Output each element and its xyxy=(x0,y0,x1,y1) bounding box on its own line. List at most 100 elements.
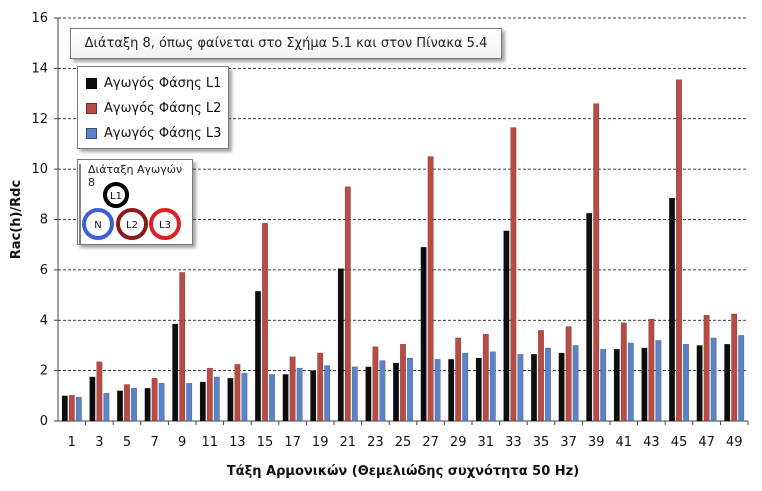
y-tick-label: 16 xyxy=(31,11,48,26)
legend-item-l2: Αγωγός Φάσης L2 xyxy=(78,96,228,121)
chart-annotation-text: Διάταξη 8, όπως φαίνεται στο Σχήμα 5.1 κ… xyxy=(84,36,488,51)
x-tick-label: 23 xyxy=(367,435,384,450)
bar-l1 xyxy=(503,230,510,422)
bar-l2 xyxy=(482,333,489,422)
x-axis-label: Τάξη Αρμονικών (Θεμελιώδης συχνότητα 50 … xyxy=(227,464,579,479)
bar-l1 xyxy=(61,395,68,422)
bar-l1 xyxy=(531,354,537,422)
bar-l1 xyxy=(420,246,427,422)
legend-swatch-l1 xyxy=(86,78,97,89)
bar-l2 xyxy=(565,326,572,422)
bar-l3 xyxy=(407,357,413,422)
legend-item-l1: Αγωγός Φάσης L1 xyxy=(78,71,228,96)
bar-l3 xyxy=(545,347,551,422)
bar-l1 xyxy=(613,348,620,422)
bar-l1 xyxy=(144,388,151,422)
y-tick-label: 2 xyxy=(40,364,48,379)
bar-l3 xyxy=(186,382,193,422)
bar-l2 xyxy=(427,156,434,422)
x-tick-label: 27 xyxy=(422,435,439,450)
bar-l3 xyxy=(434,359,441,422)
bar-l2 xyxy=(620,322,627,422)
x-tick-label: 9 xyxy=(178,435,186,450)
bar-l1 xyxy=(255,291,261,422)
bar-l2 xyxy=(344,186,351,422)
bar-l2 xyxy=(206,367,213,422)
bar-l2 xyxy=(317,352,324,422)
bar-l2 xyxy=(289,356,296,422)
bar-l1 xyxy=(475,357,482,422)
bar-l3 xyxy=(462,352,469,422)
x-tick-label: 47 xyxy=(698,435,715,450)
conductor-n: N xyxy=(82,208,114,240)
x-tick-label: 3 xyxy=(95,435,103,450)
legend-swatch-l2 xyxy=(86,103,97,114)
bar-l3 xyxy=(627,342,634,422)
x-tick-label: 41 xyxy=(616,435,633,450)
y-tick-label: 0 xyxy=(40,414,48,429)
y-axis-label: Rac(h)/Rdc xyxy=(9,180,24,259)
y-tick-label: 6 xyxy=(40,263,48,278)
bar-l1 xyxy=(89,376,96,422)
bar-l1 xyxy=(696,345,703,422)
bar-l2 xyxy=(372,346,379,422)
x-tick-label: 37 xyxy=(560,435,577,450)
bar-l3 xyxy=(241,372,248,422)
y-tick-label: 10 xyxy=(31,162,48,177)
legend-label-l1: Αγωγός Φάσης L1 xyxy=(104,76,222,91)
bar-l3 xyxy=(489,351,496,422)
conductor-diagram: L1 N L2 L3 xyxy=(79,164,181,244)
chart-annotation: Διάταξη 8, όπως φαίνεται στο Σχήμα 5.1 κ… xyxy=(70,28,502,59)
conductor-n-label: N xyxy=(94,220,101,231)
bar-l2 xyxy=(676,79,682,422)
conductor-l3-label: L3 xyxy=(159,220,171,231)
bar-l2 xyxy=(455,337,462,422)
bar-l1 xyxy=(310,370,317,422)
y-tick-label: 14 xyxy=(31,61,48,76)
bar-l1 xyxy=(282,374,289,422)
bar-l3 xyxy=(351,366,358,422)
bar-l1 xyxy=(199,381,206,422)
x-tick-label: 5 xyxy=(123,435,131,450)
bar-l3 xyxy=(269,374,275,422)
x-tick-label: 35 xyxy=(533,435,550,450)
bar-l1 xyxy=(558,352,565,422)
bar-l1 xyxy=(172,323,179,422)
bar-l3 xyxy=(296,367,303,422)
x-tick-label: 17 xyxy=(284,435,301,450)
bar-l2 xyxy=(124,384,130,422)
inset-title: Διάταξη Αγωγών 8 xyxy=(88,163,183,189)
bar-l2 xyxy=(262,223,268,422)
y-tick-label: 4 xyxy=(40,313,48,328)
x-tick-label: 33 xyxy=(505,435,522,450)
conductor-l1-label: L1 xyxy=(110,191,122,202)
conductor-l1: L1 xyxy=(103,182,129,208)
legend-item-l3: Αγωγός Φάσης L3 xyxy=(78,121,228,146)
bar-l1 xyxy=(337,268,344,422)
bar-l2 xyxy=(731,313,738,422)
bar-l2 xyxy=(510,127,517,422)
x-tick-label: 21 xyxy=(340,435,357,450)
legend-label-l2: Αγωγός Φάσης L2 xyxy=(104,101,222,116)
bar-l2 xyxy=(703,314,710,422)
bar-l1 xyxy=(669,197,675,422)
x-tick-label: 1 xyxy=(68,435,76,450)
legend-label-l3: Αγωγός Φάσης L3 xyxy=(104,126,222,141)
bar-l3 xyxy=(738,335,745,422)
bar-l3 xyxy=(131,388,137,422)
bar-l2 xyxy=(68,395,75,422)
bar-l3 xyxy=(213,376,220,422)
x-tick-label: 7 xyxy=(150,435,158,450)
x-tick-label: 45 xyxy=(671,435,688,450)
bar-l3 xyxy=(103,393,110,422)
bar-l3 xyxy=(517,354,524,422)
bar-l1 xyxy=(227,377,234,422)
conductor-l2: L2 xyxy=(116,208,148,240)
x-tick-label: 29 xyxy=(450,435,467,450)
bar-l3 xyxy=(710,337,717,422)
bar-l2 xyxy=(179,272,186,422)
x-tick-label: 11 xyxy=(202,435,219,450)
x-tick-label: 49 xyxy=(726,435,743,450)
bar-l1 xyxy=(365,366,372,422)
legend-swatch-l3 xyxy=(86,128,97,139)
